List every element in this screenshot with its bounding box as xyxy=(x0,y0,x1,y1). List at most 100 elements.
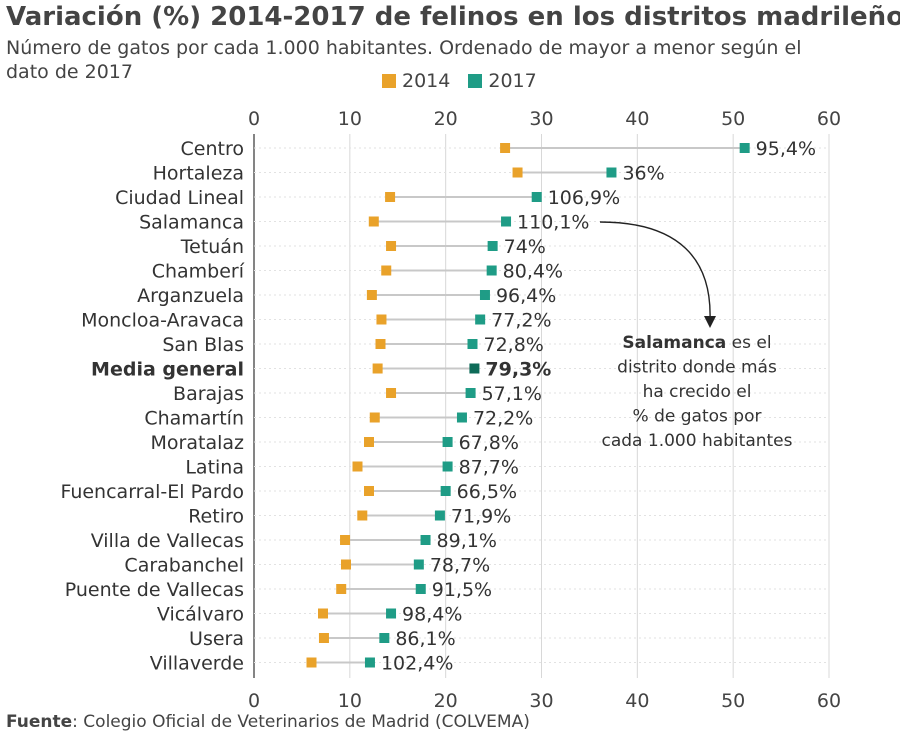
point-2014 xyxy=(318,608,328,619)
district-label: Villaverde xyxy=(150,653,244,675)
point-2017 xyxy=(606,167,617,178)
variation-label: 77,2% xyxy=(491,310,551,332)
annotation-line: cada 1.000 habitantes xyxy=(602,431,793,451)
variation-label: 78,7% xyxy=(430,555,490,577)
variation-label: 89,1% xyxy=(437,530,497,552)
district-label: Moncloa-Aravaca xyxy=(81,310,244,332)
district-label: Barajas xyxy=(173,383,244,405)
point-2014 xyxy=(369,412,380,423)
point-2017 xyxy=(386,608,397,619)
x-tick-label-top: 20 xyxy=(434,108,458,130)
variation-label: 96,4% xyxy=(496,285,556,307)
point-2017 xyxy=(415,584,426,594)
variation-label: 66,5% xyxy=(457,481,517,503)
x-tick-label-bottom: 30 xyxy=(529,690,553,712)
point-2017 xyxy=(379,633,390,643)
point-2014 xyxy=(372,363,383,374)
point-2017 xyxy=(440,486,451,496)
point-2017 xyxy=(420,535,431,545)
point-2014 xyxy=(376,314,387,325)
source-text: : Colegio Oficial de Veterinarios de Mad… xyxy=(72,712,530,732)
point-2017 xyxy=(486,265,497,276)
point-2014 xyxy=(381,265,392,276)
annotation-line: Salamanca es el xyxy=(622,333,771,353)
point-2014 xyxy=(318,633,329,643)
x-tick-label-bottom: 10 xyxy=(338,690,362,712)
variation-label: 67,8% xyxy=(459,432,519,454)
district-label: Chamartín xyxy=(144,408,244,430)
point-2017 xyxy=(501,216,512,227)
legend: 2014 2017 xyxy=(382,70,537,92)
point-2014 xyxy=(364,486,374,496)
point-2017 xyxy=(469,363,480,374)
point-2014 xyxy=(341,559,351,570)
district-label: Chamberí xyxy=(152,261,245,283)
variation-label: 36% xyxy=(622,163,664,185)
x-tick-label-top: 30 xyxy=(529,108,553,130)
x-tick-label-bottom: 0 xyxy=(248,690,260,712)
legend-swatch-2014 xyxy=(382,74,396,88)
point-2017 xyxy=(442,437,453,447)
point-2017 xyxy=(364,657,375,668)
legend-label-2014: 2014 xyxy=(402,70,451,92)
x-tick-label-top: 40 xyxy=(625,108,649,130)
district-label: Usera xyxy=(189,628,244,650)
annotation-arrow xyxy=(599,221,711,321)
district-label: San Blas xyxy=(162,334,244,356)
point-2017 xyxy=(487,241,498,251)
district-label: Villa de Vallecas xyxy=(91,530,244,552)
variation-label: 79,3% xyxy=(485,359,551,381)
source-label: Fuente xyxy=(6,712,73,732)
point-2014 xyxy=(512,167,523,178)
annotation-line: ha crecido el xyxy=(643,382,752,402)
district-label: Latina xyxy=(185,457,244,479)
point-2017 xyxy=(434,510,445,521)
district-label: Retiro xyxy=(188,506,244,528)
district-label: Ciudad Lineal xyxy=(115,187,244,209)
annotation-line: % de gatos por xyxy=(633,407,762,427)
point-2014 xyxy=(386,241,397,251)
point-2014 xyxy=(386,388,397,398)
point-2014 xyxy=(306,657,317,668)
variation-label: 74% xyxy=(504,236,546,258)
variation-label: 98,4% xyxy=(402,604,462,626)
variation-label: 71,9% xyxy=(451,506,511,528)
variation-label: 102,4% xyxy=(381,653,453,675)
district-label: Salamanca xyxy=(139,212,244,234)
annotation-line: distrito donde más xyxy=(617,358,777,378)
point-2014 xyxy=(366,290,377,300)
x-tick-label-bottom: 20 xyxy=(434,690,458,712)
point-2014 xyxy=(364,437,374,447)
chart-subtitle: Número de gatos por cada 1.000 habitante… xyxy=(6,37,802,83)
variation-label: 110,1% xyxy=(517,212,589,234)
point-2014 xyxy=(500,143,511,153)
point-2017 xyxy=(467,339,478,349)
x-tick-label-bottom: 50 xyxy=(721,690,745,712)
x-tick-label-top: 60 xyxy=(817,108,841,130)
district-label: Carabanchel xyxy=(124,555,244,577)
legend-item-2014: 2014 xyxy=(382,70,450,92)
point-2017 xyxy=(479,290,490,300)
x-tick-label-top: 0 xyxy=(248,108,260,130)
variation-label: 72,2% xyxy=(473,408,533,430)
legend-item-2017: 2017 xyxy=(468,70,537,92)
legend-swatch-2017 xyxy=(468,74,483,88)
x-tick-label-bottom: 40 xyxy=(625,690,649,712)
point-2014 xyxy=(357,510,368,521)
point-2017 xyxy=(475,314,486,325)
district-label: Fuencarral-El Pardo xyxy=(60,481,244,503)
point-2014 xyxy=(375,339,386,349)
legend-label-2017: 2017 xyxy=(488,70,537,92)
point-2014 xyxy=(340,535,351,545)
point-2014 xyxy=(336,584,347,594)
variation-label: 80,4% xyxy=(503,261,563,283)
point-2014 xyxy=(368,216,379,227)
x-tick-label-top: 10 xyxy=(338,108,362,130)
point-2017 xyxy=(465,388,476,398)
point-2017 xyxy=(739,143,750,153)
point-2017 xyxy=(531,192,542,202)
chart-title: Variación (%) 2014-2017 de felinos en lo… xyxy=(6,2,900,32)
district-label: Puente de Vallecas xyxy=(65,579,244,601)
variation-label: 95,4% xyxy=(756,138,816,160)
